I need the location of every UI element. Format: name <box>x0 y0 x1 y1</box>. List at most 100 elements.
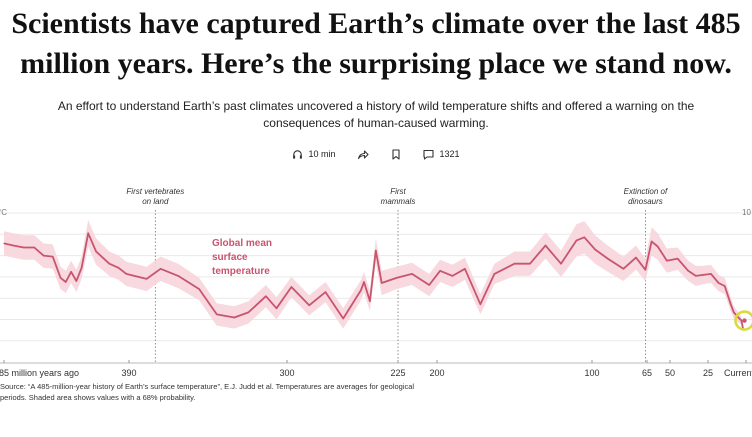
share-icon <box>358 149 370 159</box>
data-point <box>644 269 647 271</box>
series-label-line: Global mean <box>212 238 272 249</box>
bookmark-button[interactable] <box>391 148 401 160</box>
data-point <box>724 285 726 287</box>
x-ticks: 485 million years ago 390 300 225 200 100 65 50… <box>0 360 752 378</box>
data-point <box>513 263 516 265</box>
y-axis-left-label: °C <box>0 208 7 217</box>
annotation-label: on land <box>142 197 169 206</box>
data-point <box>428 284 430 286</box>
data-point <box>607 258 609 260</box>
current-temperature-point <box>742 318 747 323</box>
data-point <box>737 316 740 319</box>
data-point <box>52 256 54 258</box>
data-point <box>583 236 585 238</box>
listen-button[interactable]: 10 min <box>292 149 335 160</box>
headline: Scientists have captured Earth’s climate… <box>0 4 752 84</box>
series-label-line: temperature <box>212 266 270 277</box>
data-point <box>439 270 441 272</box>
annotation-label: dinosaurs <box>628 197 663 206</box>
data-point <box>635 257 637 259</box>
x-tick-label: 25 <box>703 368 713 378</box>
current-temperature-marker <box>734 310 752 331</box>
x-tick-label: 200 <box>429 368 444 378</box>
data-point <box>381 282 383 284</box>
y-axis-right-label: 10 <box>742 208 751 217</box>
data-point <box>375 249 377 252</box>
data-point <box>177 275 179 277</box>
data-point <box>575 239 578 241</box>
data-point <box>733 311 735 313</box>
data-point <box>493 273 495 275</box>
headline-line-1: Scientists have captured Earth’s climate… <box>11 7 741 40</box>
data-points <box>3 232 744 330</box>
data-point <box>265 295 267 297</box>
share-button[interactable] <box>357 149 370 160</box>
x-tick-label: 100 <box>584 368 599 378</box>
data-point <box>160 268 162 270</box>
data-point <box>730 303 732 305</box>
comments-count: 1321 <box>439 149 460 159</box>
data-point <box>65 281 67 283</box>
data-point <box>710 273 712 275</box>
data-point <box>70 271 72 273</box>
data-point <box>247 311 249 313</box>
data-point <box>87 232 89 234</box>
data-point <box>308 304 310 306</box>
data-point <box>687 270 689 272</box>
data-point <box>651 240 653 242</box>
data-point <box>657 245 659 248</box>
data-point <box>560 263 562 265</box>
data-point <box>369 300 371 302</box>
x-tick-label: 65 <box>642 368 652 378</box>
data-point <box>464 268 466 270</box>
data-point <box>363 281 365 283</box>
data-point <box>146 278 148 280</box>
data-point <box>60 277 62 279</box>
data-point <box>666 260 668 262</box>
data-point <box>75 280 77 282</box>
data-point <box>702 274 705 276</box>
data-point <box>3 242 5 244</box>
data-point <box>529 263 531 265</box>
data-point <box>198 288 200 290</box>
bookmark-icon <box>392 148 401 160</box>
x-axis-sublabel <box>718 384 730 404</box>
x-tick-label: Current <box>724 368 752 378</box>
series-label-line: surface <box>212 252 248 263</box>
data-point <box>125 273 127 275</box>
data-point <box>95 250 97 253</box>
annotation-label: mammals <box>381 197 416 206</box>
data-point <box>42 255 45 257</box>
series-label: Global mean surface temperature <box>212 238 272 277</box>
annotation-label: First <box>390 187 406 196</box>
x-tick-label: 225 <box>390 368 405 378</box>
data-point <box>275 307 278 309</box>
data-point <box>740 319 743 322</box>
data-point <box>33 246 35 249</box>
data-point <box>594 248 596 251</box>
data-point <box>233 316 235 319</box>
article-actions: 10 min 1321 <box>0 146 752 162</box>
data-point <box>290 286 292 288</box>
comment-icon <box>423 149 435 160</box>
data-point <box>108 263 110 265</box>
data-point <box>695 275 697 277</box>
data-point <box>479 303 481 305</box>
x-tick-label: 50 <box>665 368 675 378</box>
data-point <box>360 289 362 291</box>
listen-duration: 10 min <box>308 149 336 159</box>
x-tick-label: 390 <box>121 368 136 378</box>
data-point <box>677 258 679 260</box>
data-point <box>216 313 218 315</box>
comments-button[interactable]: 1321 <box>423 149 460 160</box>
data-point <box>23 246 25 249</box>
data-point <box>451 275 454 277</box>
source-note: Source: “A 485-million-year history of E… <box>0 382 415 402</box>
data-point <box>324 291 327 293</box>
data-point <box>81 267 83 269</box>
headline-line-2: million years. Here’s the surprising pla… <box>20 47 732 80</box>
x-tick-label: 300 <box>279 368 294 378</box>
annotation-label: First vertebrates <box>126 187 184 196</box>
